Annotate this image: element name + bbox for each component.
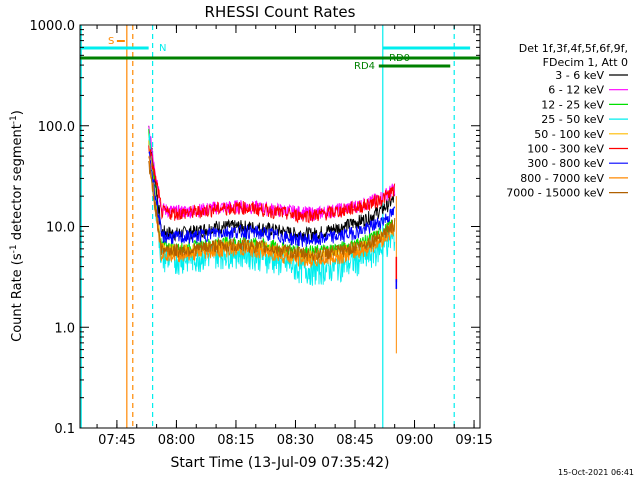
legend-label-6: 300 - 800 keV [527,157,604,170]
bar-label-rd0: RD0 [389,53,410,64]
y-tick-label-3: 100.0 [38,120,75,135]
legend-label-8: 7000 - 15000 keV [506,187,604,200]
vertical-markers [80,25,455,428]
x-tick-label-0: 07:45 [98,433,135,448]
legend-label-5: 100 - 300 keV [527,143,604,156]
legend-label-0: 3 - 6 keV [555,69,604,82]
chart-title: RHESSI Count Rates [205,3,356,21]
bar-label-n: N [159,43,166,54]
legend-label-3: 25 - 50 keV [541,113,604,126]
y-tick-label-1: 1.0 [54,321,75,336]
y-tick-label-0: 0.1 [54,422,75,437]
legend-label-2: 12 - 25 keV [541,98,604,111]
x-tick-label-5: 09:00 [396,433,433,448]
render-timestamp: 15-Oct-2021 06:41 [558,468,634,477]
legend-header-line1: Det 1f,3f,4f,5f,6f,9f, [519,42,628,55]
legend-label-4: 50 - 100 keV [534,128,604,141]
series-line-5 [148,145,396,224]
x-tick-label-4: 08:45 [336,433,373,448]
x-tick-label-3: 08:30 [277,433,314,448]
x-tick-label-6: 09:15 [455,433,492,448]
y-tick-label-4: 1000.0 [30,19,76,34]
series-lines [148,125,398,354]
attenuator-bars [80,40,480,68]
legend-label-1: 6 - 12 keV [548,84,604,97]
y-axis-label: Count Rate (s-1 detector segment-1) [9,110,25,342]
x-tick-label-2: 08:15 [217,433,254,448]
series-line-8 [148,161,396,261]
bar-label-s: S [108,36,114,47]
y-tick-label-2: 10.0 [46,221,75,236]
plot-frame [79,24,481,429]
axis-ticks: 07:45 08:00 08:15 08:30 08:45 09:00 09:15 0.1 1.… [30,19,493,448]
legend-label-7: 800 - 7000 keV [520,172,604,185]
legend-header-line2: FDecim 1, Att 0 [543,56,628,69]
legend: Det 1f,3f,4f,5f,6f,9f, FDecim 1, Att 0 3… [506,42,628,200]
x-tick-label-1: 08:00 [158,433,195,448]
x-axis-label: Start Time (13-Jul-09 07:35:42) [170,455,389,471]
bar-label-rd4: RD4 [354,61,375,72]
series-line-0 [148,125,396,242]
series-line-1 [148,125,396,221]
series-line-6 [148,151,396,247]
